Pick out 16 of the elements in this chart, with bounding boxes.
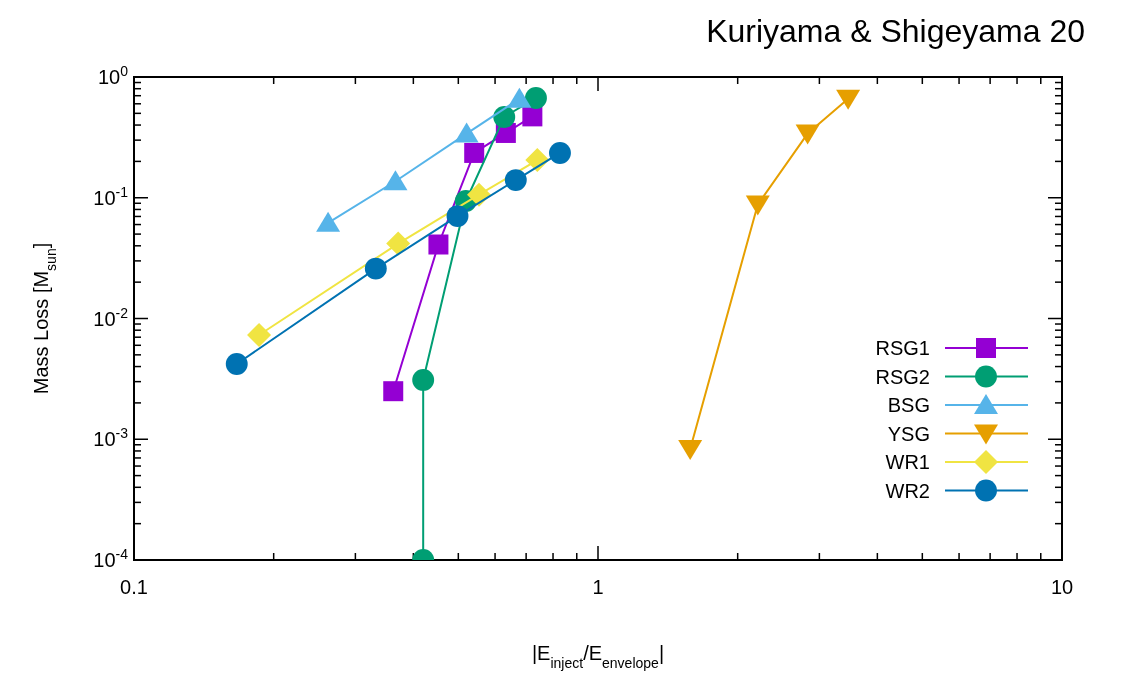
chart-title: Kuriyama & Shigeyama 20 — [706, 13, 1085, 49]
y-tick-label: 10$^{0}$ — [97, 63, 129, 88]
y-tick-label: 10$^{-4}$ — [93, 546, 129, 571]
legend-label: WR2 — [885, 479, 930, 502]
y-tick-label: 10$^{-1}$ — [93, 183, 129, 209]
y-tick-label: 10$^{-3}$ — [93, 425, 129, 451]
x-tick-label: 1 — [592, 576, 604, 598]
x-tick-label: 0.1 — [120, 576, 148, 598]
legend-label: YSG — [887, 422, 930, 445]
legend-label: RSG1 — [875, 337, 930, 359]
y-tick-label: 10$^{-2}$ — [93, 304, 129, 330]
legend-label: RSG2 — [875, 365, 930, 388]
x-tick-label: 10 — [1050, 576, 1074, 598]
x-axis-title: |E$_{inject}$/E$_{envelope}$| — [531, 642, 665, 671]
legend-label: BSG — [887, 394, 930, 416]
legend-label: WR1 — [885, 451, 930, 473]
